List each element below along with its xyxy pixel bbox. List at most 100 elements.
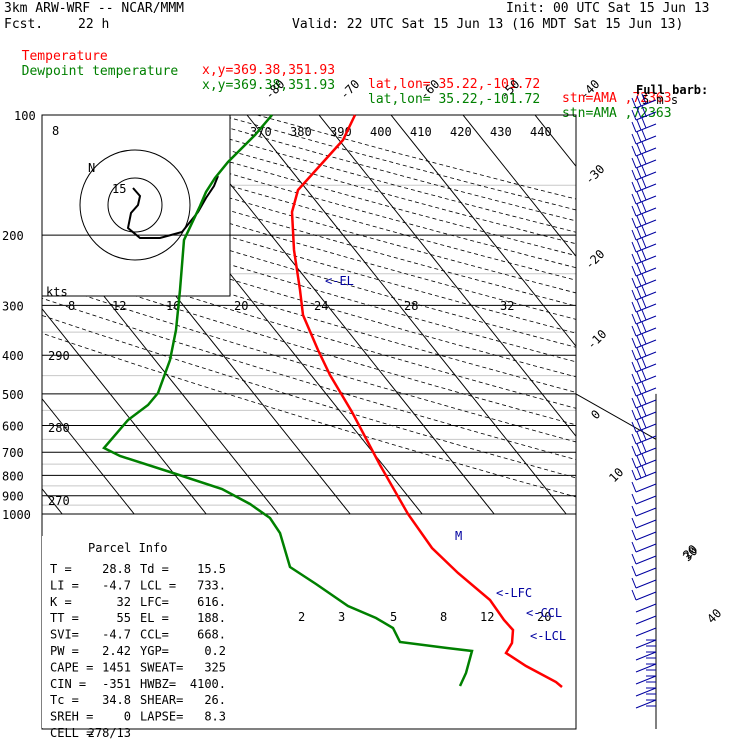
level-annotation: <-EL (325, 274, 354, 288)
barb-legend-unit: 5 m s (642, 93, 678, 107)
wind-barb-flag (631, 421, 637, 433)
wind-barb-flag (636, 275, 642, 287)
dry-adiabat (42, 128, 576, 281)
parcel-key: SWEAT= (140, 660, 183, 674)
parcel-value: 4100. (190, 677, 226, 691)
hodograph: kts 8 N 15 (41, 114, 231, 299)
wind-barb-flag (641, 417, 647, 429)
isotherm-line (607, 115, 740, 514)
wind-barb-flag (641, 261, 647, 273)
level-annotation: <-LFC (496, 586, 532, 600)
wind-barb (635, 699, 657, 709)
wind-barb-flag (631, 265, 637, 277)
wind-barb-flag (631, 169, 637, 181)
wind-barb (631, 465, 657, 481)
pressure-tick-label: 100 (14, 109, 36, 123)
wind-barb-flag (641, 213, 647, 225)
isotherm-line (318, 115, 576, 438)
forecast-hour: 22 h (78, 17, 110, 32)
wind-barb-flag (631, 481, 637, 493)
wind-barb-flag (631, 445, 637, 457)
wind-barb-flag (631, 301, 637, 313)
theta-label: 270 (48, 494, 70, 508)
wind-barb-flag (641, 381, 647, 393)
hodograph-ring-label: N (88, 161, 95, 175)
wind-barb-staff (635, 603, 657, 613)
wind-barb-flag (631, 277, 637, 289)
mixing-ratio-label: 20 (234, 299, 248, 313)
mixing-ratio-label: 32 (500, 299, 514, 313)
isotherm-label: -40 (577, 77, 602, 102)
wind-barb-flag (636, 299, 642, 311)
wind-barb-flag (636, 311, 642, 323)
isotherm-label: -60 (417, 77, 442, 102)
wind-barb (631, 577, 657, 589)
wind-barb-flag (641, 285, 647, 297)
wind-barb-staff (635, 531, 657, 541)
parcel-key: LAPSE= (140, 710, 183, 724)
isotherm-line (462, 115, 576, 258)
isotherm-line (390, 115, 576, 348)
wind-barb-flag (636, 431, 642, 443)
wind-barb (635, 687, 657, 697)
wind-barb-flag (641, 141, 647, 153)
isotherm-line (246, 115, 567, 515)
parcel-key: K = (50, 595, 72, 609)
wind-barb-flag (631, 553, 637, 565)
wind-barb-flag (641, 189, 647, 201)
parcel-key: CIN = (50, 677, 86, 691)
wind-barb (631, 429, 657, 445)
parcel-key: HWBZ= (140, 677, 176, 691)
mixing-ratio-line (585, 355, 740, 514)
wind-barb-flag (636, 95, 642, 107)
wind-barb-flag (631, 241, 637, 253)
pressure-tick-label: 600 (2, 419, 24, 433)
isotherm-label: -30 (582, 162, 607, 187)
wind-barb (631, 417, 657, 433)
wind-barb-flag (641, 153, 647, 165)
isotherm-line (679, 115, 740, 514)
wind-barb-flag (631, 289, 637, 301)
wind-barb (631, 177, 657, 193)
parcel-key: CCL= (140, 628, 169, 642)
wind-barb (631, 273, 657, 289)
wind-barb (635, 675, 657, 685)
theta-e-label: 380 (290, 125, 312, 139)
wind-barb (635, 651, 657, 661)
hodograph-ring-label: 15 (112, 182, 126, 196)
wind-barb-flag (636, 215, 642, 227)
pressure-tick-label: 400 (2, 349, 24, 363)
wind-barb-staff (635, 579, 657, 589)
parcel-value: 2.42 (102, 644, 131, 658)
parcel-title: Parcel Info (88, 541, 167, 555)
wind-barb (631, 529, 657, 541)
pressure-tick-label: 900 (2, 490, 24, 504)
wind-barb-flag (636, 395, 642, 407)
temperature-legend-name: Temperature (21, 49, 108, 64)
diagram-frame (41, 114, 657, 730)
dry-adiabat (42, 205, 576, 363)
parcel-value: 55 (117, 611, 131, 625)
wind-barb-staff (635, 699, 657, 709)
isotherm-line (42, 307, 207, 515)
wind-barb-staff (635, 543, 657, 553)
wind-barb-flag (641, 129, 647, 141)
wind-barb-flag (636, 251, 642, 263)
right-boundary (575, 393, 657, 729)
wind-barb-flag (636, 167, 642, 179)
hodograph-ring (107, 177, 163, 233)
dry-adiabat (42, 332, 576, 498)
wind-barb-flag (641, 465, 647, 477)
parcel-value: 0.2 (204, 644, 226, 658)
wind-barb-flag (631, 349, 637, 361)
wind-barb (631, 369, 657, 385)
wind-barb-flag (631, 457, 637, 469)
wind-barb-flag (636, 419, 642, 431)
wind-barb (631, 493, 657, 505)
wind-barb-flag (641, 105, 647, 117)
valid-time: Valid: 22 UTC Sat 15 Jun 13 (16 MDT Sat … (292, 17, 684, 32)
wind-barb-flag (636, 359, 642, 371)
temperature-line (290, 114, 563, 688)
wind-barb-flag (631, 529, 637, 541)
wind-barb-flag (631, 193, 637, 205)
